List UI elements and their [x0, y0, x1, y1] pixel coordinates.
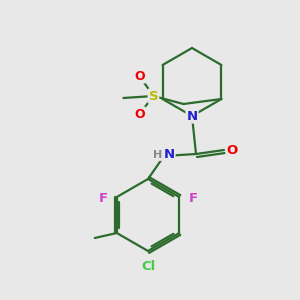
Text: O: O — [226, 145, 238, 158]
Text: N: N — [164, 148, 175, 161]
Text: H: H — [153, 150, 163, 160]
Text: F: F — [189, 191, 198, 205]
Text: F: F — [98, 191, 107, 205]
Text: O: O — [134, 107, 145, 121]
Text: N: N — [186, 110, 198, 122]
Text: Cl: Cl — [141, 260, 155, 274]
Text: S: S — [148, 89, 158, 103]
Text: O: O — [134, 70, 145, 83]
